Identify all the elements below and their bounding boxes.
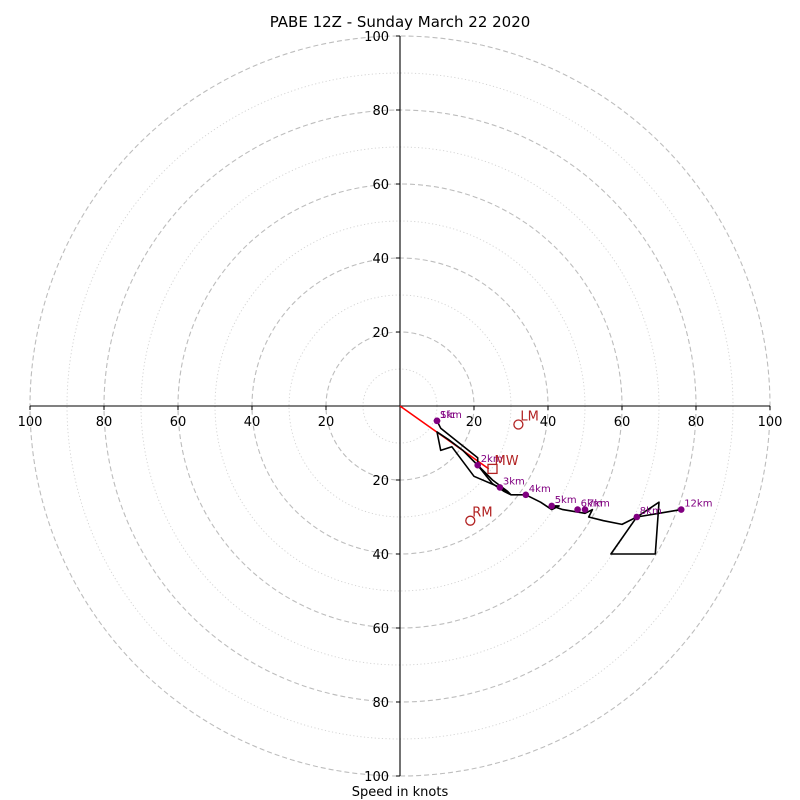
- x-tick-label: 100: [758, 415, 783, 430]
- storm-motion-marker: [487, 463, 498, 475]
- level-label: 4km: [529, 484, 551, 495]
- x-tick-label: 40: [244, 415, 261, 430]
- x-axis-label: Speed in knots: [352, 785, 449, 800]
- y-tick-label: 40: [372, 548, 389, 563]
- storm-motion-label: RM: [472, 506, 492, 521]
- level-marker: [548, 502, 555, 510]
- y-tick-label: 80: [372, 696, 389, 711]
- level-label: 5km: [555, 495, 577, 506]
- y-tick-label: 100: [364, 770, 389, 785]
- level-marker: [581, 506, 589, 513]
- tick-labels: 100 80 60 40 20 20 40 60 80 100 100 80 60 40 20 20 40 60 8…: [18, 30, 783, 785]
- level-label: 3km: [503, 476, 525, 487]
- level-label: 6km: [581, 499, 603, 510]
- y-tick-label: 20: [372, 474, 389, 489]
- y-tick-label: 100: [364, 30, 389, 45]
- level-marker: [574, 506, 581, 513]
- x-tick-label: 20: [466, 415, 483, 430]
- level-marker: [633, 513, 641, 521]
- x-tick-label: 80: [96, 415, 113, 430]
- storm-motion-markers: LM MW RM: [465, 410, 539, 526]
- x-tick-label: 60: [170, 415, 187, 430]
- level-marker: [474, 461, 482, 469]
- storm-motion-marker: [513, 419, 524, 430]
- level-marker: [433, 417, 441, 425]
- x-tick-label: 40: [540, 415, 557, 430]
- storm-motion-marker: [465, 515, 476, 526]
- level-label: Sfc: [440, 410, 455, 421]
- chart-title: PABE 12Z - Sunday March 22 2020: [270, 13, 531, 31]
- storm-motion-label: LM: [520, 410, 538, 425]
- y-tick-label: 60: [372, 178, 389, 193]
- x-tick-label: 80: [688, 415, 705, 430]
- x-tick-label: 60: [614, 415, 631, 430]
- level-label: 7km: [588, 499, 610, 510]
- y-tick-label: 40: [372, 252, 389, 267]
- level-label: 12km: [684, 499, 712, 510]
- level-label: 8km: [640, 506, 662, 517]
- y-tick-label: 60: [372, 622, 389, 637]
- level-marker: [677, 506, 685, 513]
- x-tick-label: 20: [318, 415, 335, 430]
- y-tick-label: 20: [372, 326, 389, 341]
- y-tick-label: 80: [372, 104, 389, 119]
- level-marker: [522, 491, 530, 499]
- level-label: 2km: [481, 454, 503, 465]
- storm-motion-label: MW: [495, 454, 519, 469]
- level-marker: [496, 484, 504, 491]
- x-tick-label: 100: [18, 415, 43, 430]
- level-label: 1km: [440, 410, 462, 421]
